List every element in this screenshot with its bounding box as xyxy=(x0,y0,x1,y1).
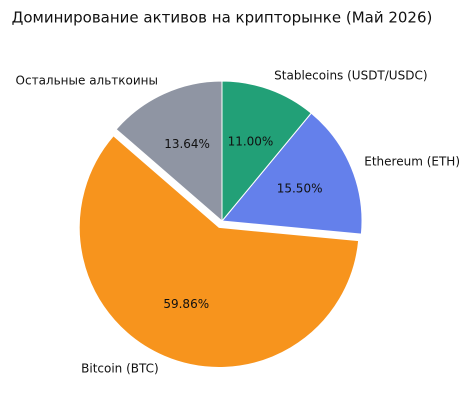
slice-label: Bitcoin (BTC) xyxy=(81,362,159,376)
pie-slice xyxy=(78,135,360,368)
slice-value-label: 15.50% xyxy=(277,181,323,195)
pie-slice xyxy=(221,112,363,235)
slice-value-label: 59.86% xyxy=(163,297,209,311)
slice-label: Stablecoins (USDT/USDC) xyxy=(274,69,427,83)
slice-value-label: 11.00% xyxy=(228,134,274,148)
slice-label: Остальные альткоины xyxy=(16,73,158,87)
chart-title: Доминирование активов на крипторынке (Ма… xyxy=(12,9,433,27)
pie-slice xyxy=(115,80,223,223)
pie-slice xyxy=(221,80,312,223)
slice-label: Ethereum (ETH) xyxy=(364,155,460,169)
slice-value-label: 13.64% xyxy=(164,137,210,151)
